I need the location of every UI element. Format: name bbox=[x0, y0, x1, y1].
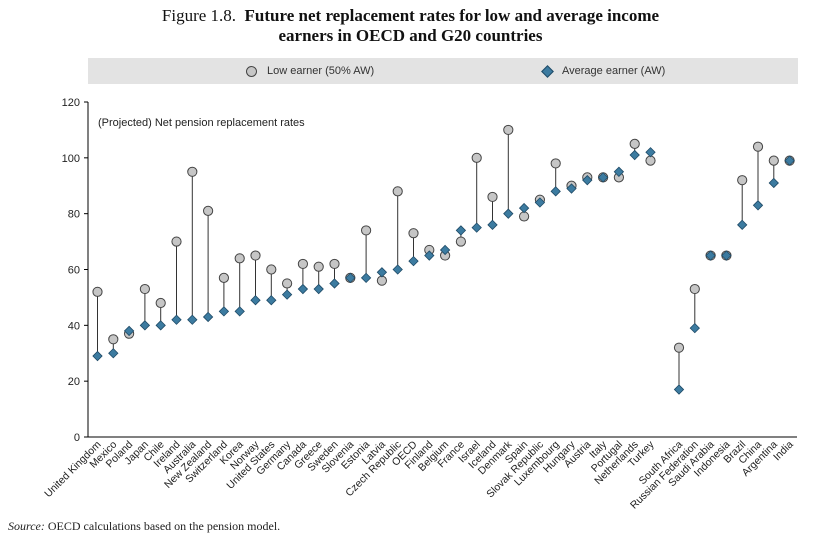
low-earner-point bbox=[471, 152, 482, 163]
avg-earner-point bbox=[645, 147, 656, 158]
low-earner-point bbox=[250, 250, 261, 261]
avg-earner-point bbox=[297, 283, 309, 295]
figure-title-line2: earners in OECD and G20 countries bbox=[278, 26, 543, 45]
source-text: OECD calculations based on the pension m… bbox=[47, 519, 281, 533]
legend-item-low: Low earner (50% AW) bbox=[246, 58, 374, 84]
low-earner-point bbox=[503, 124, 514, 136]
low-earner-point bbox=[187, 166, 198, 177]
low-earner-point bbox=[550, 158, 561, 169]
low-earner-point bbox=[455, 236, 466, 247]
avg-earner-point bbox=[187, 314, 198, 325]
avg-earner-point bbox=[376, 267, 388, 278]
avg-earner-point bbox=[234, 306, 245, 317]
low-earner-point bbox=[139, 283, 150, 295]
y-tick-label: 120 bbox=[62, 97, 80, 109]
avg-earner-point bbox=[92, 350, 103, 362]
legend-label-avg: Average earner (AW) bbox=[562, 65, 666, 77]
avg-earner-point bbox=[408, 255, 419, 267]
avg-earner-point bbox=[424, 250, 435, 261]
avg-earner-point bbox=[139, 320, 151, 331]
avg-earner-point bbox=[768, 177, 779, 189]
low-earner-point bbox=[203, 205, 214, 216]
low-earner-point bbox=[171, 236, 182, 247]
y-tick-label: 40 bbox=[68, 320, 80, 332]
low-earner-point bbox=[218, 272, 229, 283]
low-earner-point bbox=[737, 175, 748, 186]
low-earner-point bbox=[297, 258, 308, 270]
low-earner-point bbox=[155, 297, 166, 309]
y-tick-label: 60 bbox=[68, 265, 80, 277]
avg-earner-point bbox=[550, 186, 561, 197]
low-earner-point bbox=[361, 225, 372, 236]
figure-title: Figure 1.8. Future net replacement rates… bbox=[0, 6, 821, 46]
avg-earner-point bbox=[392, 264, 403, 275]
avg-earner-point bbox=[673, 384, 685, 395]
avg-earner-point bbox=[566, 183, 577, 194]
avg-earner-point bbox=[487, 219, 498, 230]
y-tick-label: 100 bbox=[62, 153, 80, 165]
avg-earner-point bbox=[281, 289, 293, 300]
low-earner-point bbox=[282, 278, 293, 289]
avg-earner-point bbox=[218, 306, 230, 317]
low-earner-point bbox=[313, 261, 324, 272]
low-earner-point bbox=[673, 342, 685, 353]
low-earner-point bbox=[392, 186, 403, 197]
avg-earner-point bbox=[455, 225, 467, 236]
avg-earner-point bbox=[345, 272, 356, 284]
avg-earner-point bbox=[313, 283, 324, 295]
avg-earner-point bbox=[503, 208, 514, 219]
avg-earner-point bbox=[613, 166, 625, 177]
y-tick-label: 20 bbox=[68, 376, 80, 388]
low-earner-point bbox=[487, 191, 498, 203]
avg-earner-point bbox=[689, 322, 700, 334]
low-earner-point bbox=[329, 258, 340, 270]
avg-earner-point bbox=[171, 314, 182, 325]
source-note: Source: OECD calculations based on the p… bbox=[8, 519, 280, 534]
y-tick-label: 0 bbox=[74, 432, 80, 444]
figure-title-line1: Future net replacement rates for low and… bbox=[244, 6, 660, 25]
low-earner-point bbox=[752, 141, 764, 152]
source-label: Source: bbox=[8, 519, 45, 533]
avg-earner-point bbox=[784, 155, 795, 166]
low-earner-point bbox=[629, 138, 640, 149]
avg-earner-point bbox=[329, 278, 340, 289]
avg-earner-point bbox=[721, 250, 732, 261]
y-tick-label: 80 bbox=[68, 209, 80, 221]
chart-legend: Low earner (50% AW) Average earner (AW) bbox=[88, 58, 798, 84]
x-tick-labels: United KingdomMexicoPolandJapanChileIrel… bbox=[42, 438, 796, 511]
avg-earner-point bbox=[439, 244, 451, 256]
avg-earner-point bbox=[582, 175, 593, 186]
avg-earner-point bbox=[518, 202, 530, 214]
low-earner-point bbox=[108, 334, 119, 345]
low-earner-point bbox=[92, 286, 103, 297]
chart-marks bbox=[92, 124, 795, 395]
avg-earner-point bbox=[705, 250, 716, 261]
avg-earner-point bbox=[737, 219, 748, 230]
avg-earner-point bbox=[155, 320, 166, 331]
figure-number: Figure 1.8. bbox=[161, 6, 237, 25]
avg-earner-point bbox=[202, 311, 214, 323]
avg-earner-point bbox=[752, 200, 764, 211]
avg-earner-point bbox=[471, 222, 482, 233]
low-earner-point bbox=[266, 264, 277, 275]
chart-annotation: (Projected) Net pension replacement rate… bbox=[98, 117, 305, 129]
avg-earner-point bbox=[597, 172, 609, 183]
avg-earner-point bbox=[123, 325, 135, 337]
avg-earner-point bbox=[629, 149, 640, 161]
avg-earner-point bbox=[250, 295, 261, 306]
low-earner-point bbox=[689, 283, 700, 295]
low-earner-point bbox=[234, 253, 245, 264]
low-earner-point bbox=[408, 228, 419, 239]
avg-earner-point bbox=[534, 197, 546, 208]
legend-item-avg: Average earner (AW) bbox=[541, 58, 666, 84]
low-earner-point bbox=[768, 155, 779, 166]
circle-marker-icon bbox=[246, 65, 257, 77]
chart-axes: 0 20 40 60 80 100 120 bbox=[62, 97, 797, 444]
avg-earner-point bbox=[108, 348, 119, 359]
legend-label-low: Low earner (50% AW) bbox=[267, 65, 375, 77]
avg-earner-point bbox=[266, 295, 277, 306]
avg-earner-point bbox=[360, 272, 372, 284]
